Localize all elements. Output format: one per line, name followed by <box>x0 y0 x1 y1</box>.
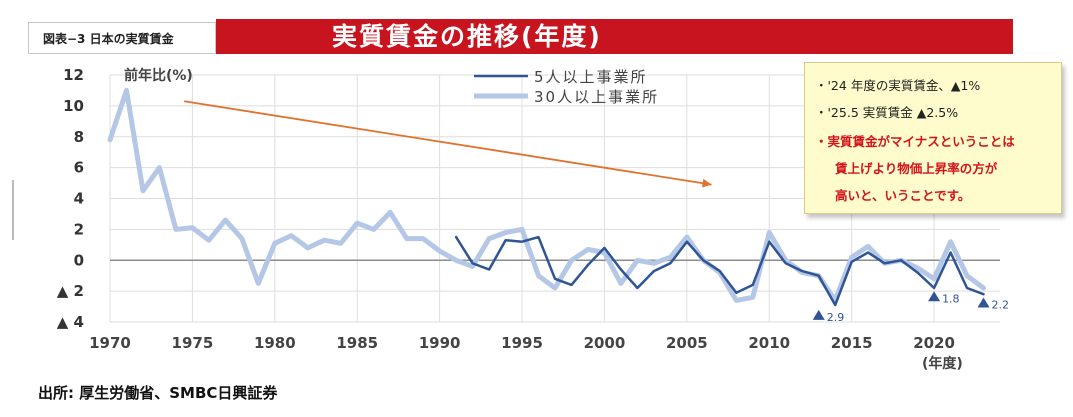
note-line-4: 賃上げより物価上昇率の方が <box>835 161 998 176</box>
y-tick-label: 10 <box>63 97 84 115</box>
series <box>107 87 986 307</box>
source-note: 出所: 厚生労働省、SMBC日興証券 <box>38 384 278 402</box>
annotations: 2.9 1.8 2.2 <box>184 100 1010 324</box>
x-tick-label: 2020 <box>913 334 955 352</box>
y-tick-label: 8 <box>74 128 84 146</box>
x-tick-label: 2000 <box>584 334 626 352</box>
legend-label: 30人以上事業所 <box>534 88 659 106</box>
annotation-label: 2.9 <box>827 311 845 324</box>
note-line-3: ・実質賃金がマイナスということは <box>815 134 1015 149</box>
annotation-label: 2.2 <box>992 298 1010 311</box>
y-tick-label: ▲ 2 <box>57 282 84 300</box>
divider <box>12 180 14 240</box>
axes: 1970 1975 1980 1985 1990 1995 2000 2005 2010 2015… <box>57 66 955 352</box>
trend-arrow-head <box>702 178 712 188</box>
x-tick-label: 1990 <box>419 334 461 352</box>
x-axis-label: (年度) <box>922 355 963 372</box>
x-tick-label: 1985 <box>336 334 378 352</box>
x-tick-label: 1970 <box>89 334 131 352</box>
x-tick-label: 2015 <box>831 334 873 352</box>
x-tick-label: 2010 <box>748 334 790 352</box>
y-tick-label: 0 <box>74 251 84 269</box>
note-line-5: 高いと、いうことです。 <box>835 188 971 203</box>
series-30-employees-line <box>107 87 986 303</box>
figure-label: 図表−3 日本の実質賃金 <box>28 22 216 54</box>
series-5-employees-line <box>454 235 985 307</box>
annotation-triangle <box>928 291 941 302</box>
y-tick-label: 6 <box>74 159 84 177</box>
x-tick-label: 1995 <box>501 334 543 352</box>
x-tick-label: 1975 <box>172 334 214 352</box>
x-tick-label: 2005 <box>666 334 708 352</box>
y-tick-label: 4 <box>74 190 84 208</box>
annotation-label: 1.8 <box>942 292 960 305</box>
y-tick-label: 12 <box>63 66 84 84</box>
x-tick-label: 1980 <box>254 334 296 352</box>
trend-arrow-line <box>184 100 712 186</box>
annotation-triangle <box>977 297 990 308</box>
note-line-2: ・'25.5 実質賃金 ▲2.5% <box>815 105 959 120</box>
note-line-1: ・'24 年度の実質賃金、▲1% <box>815 78 981 93</box>
y-axis-label: 前年比(%) <box>124 67 193 84</box>
legend: 5人以上事業所 30人以上事業所 <box>474 68 659 106</box>
chart-title: 実質賃金の推移(年度) <box>216 19 1013 54</box>
y-tick-label: 2 <box>74 220 84 238</box>
annotation-triangle <box>812 309 825 320</box>
legend-label: 5人以上事業所 <box>534 68 648 86</box>
note-box: ・'24 年度の実質賃金、▲1% ・'25.5 実質賃金 ▲2.5% ・実質賃金… <box>804 62 1062 214</box>
y-tick-label: ▲ 4 <box>57 313 84 331</box>
